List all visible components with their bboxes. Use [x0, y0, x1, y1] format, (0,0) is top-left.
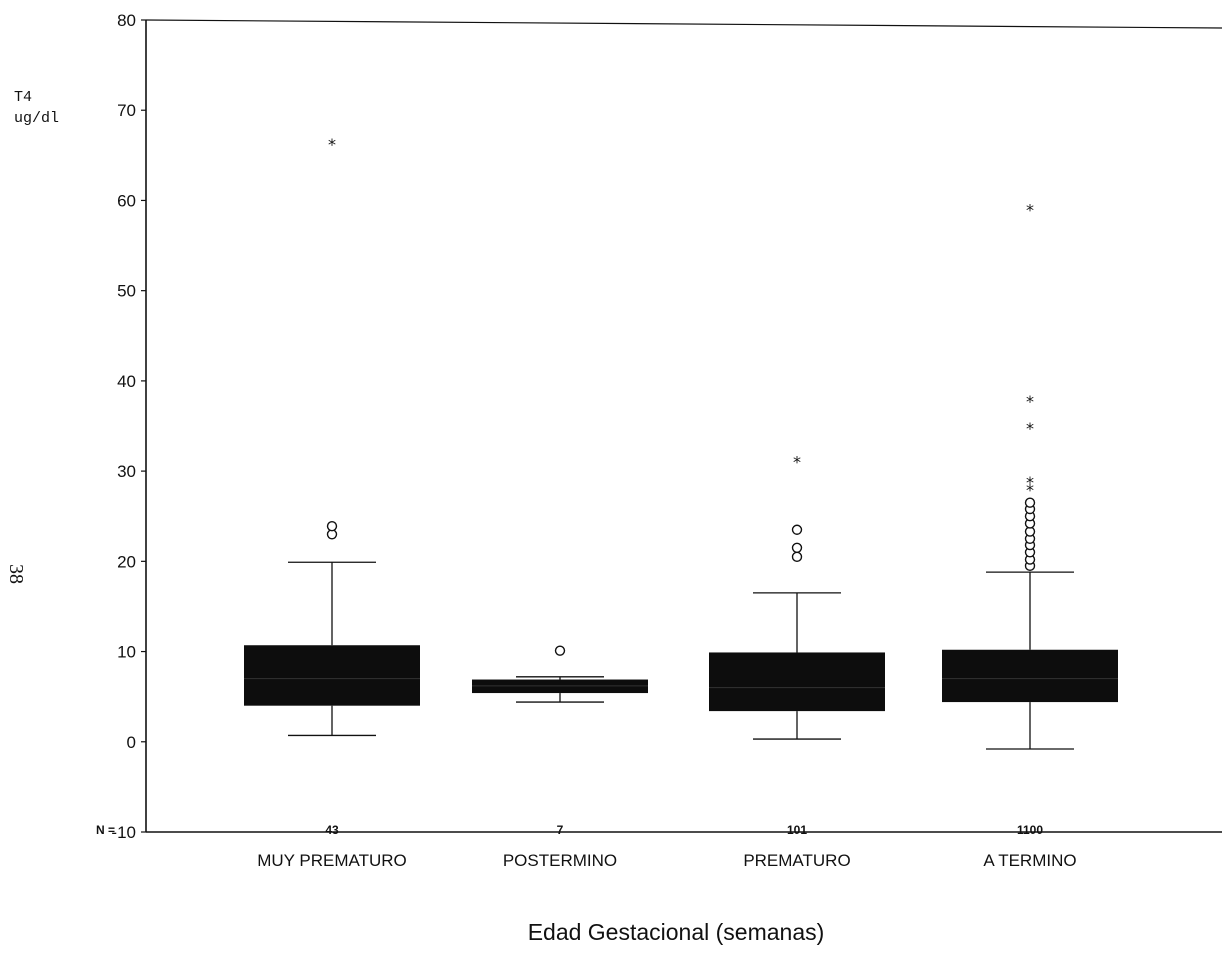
category-label: A TERMINO	[983, 851, 1076, 870]
box-iqr	[709, 652, 885, 712]
outlier-point	[791, 524, 803, 535]
n-count-label: 7	[557, 823, 564, 837]
box-group: *	[709, 452, 885, 740]
y-tick-label: 30	[117, 462, 136, 481]
outlier-point	[791, 551, 803, 563]
box-iqr	[244, 645, 420, 706]
page-number: 38	[5, 564, 27, 584]
outlier-point	[326, 520, 338, 532]
box-group	[472, 645, 648, 703]
category-label: MUY PREMATURO	[257, 851, 407, 870]
extreme-point: *	[1026, 392, 1034, 411]
n-count-label: 1100	[1017, 823, 1043, 837]
box-iqr	[942, 649, 1118, 703]
y-tick-label: 40	[117, 372, 136, 391]
plot-frame	[145, 19, 1222, 833]
y-tick-label: -10	[111, 823, 136, 842]
category-label: PREMATURO	[743, 851, 850, 870]
y-axis-label-line2: ug/dl	[14, 110, 59, 127]
y-tick-label: 60	[117, 191, 136, 210]
box-group: *****	[942, 201, 1118, 750]
n-count-label: 43	[325, 823, 339, 837]
category-label: POSTERMINO	[503, 851, 617, 870]
box-group: *	[244, 135, 420, 737]
outlier-point	[1024, 497, 1036, 508]
extreme-point: *	[1026, 201, 1034, 220]
extreme-point: *	[1026, 480, 1034, 499]
y-tick-label: 70	[117, 101, 136, 120]
y-tick-label: 0	[127, 733, 136, 752]
extreme-point: *	[1026, 473, 1034, 492]
x-axis-label: Edad Gestacional (semanas)	[528, 919, 825, 945]
n-label: N =	[96, 823, 115, 837]
outlier-point	[554, 645, 566, 656]
n-count-label: 101	[787, 823, 807, 837]
y-tick-label: 10	[117, 643, 136, 662]
y-tick-label: 20	[117, 552, 136, 571]
y-tick-label: 50	[117, 282, 136, 301]
extreme-point: *	[328, 135, 336, 154]
y-axis-label-line1: T4	[14, 89, 32, 106]
extreme-point: *	[793, 452, 801, 471]
y-tick-label: 80	[117, 11, 136, 30]
y-axis: -10 0 10 20 30 40 50 60 70 80	[111, 11, 146, 842]
x-axis-categories: 43 MUY PREMATURO 7 POSTERMINO 101 PREMATURO 11…	[257, 823, 1076, 870]
top-border-line	[145, 19, 1222, 29]
outlier-point	[791, 542, 803, 553]
box-series: *******	[244, 135, 1118, 750]
extreme-point: *	[1026, 419, 1034, 438]
